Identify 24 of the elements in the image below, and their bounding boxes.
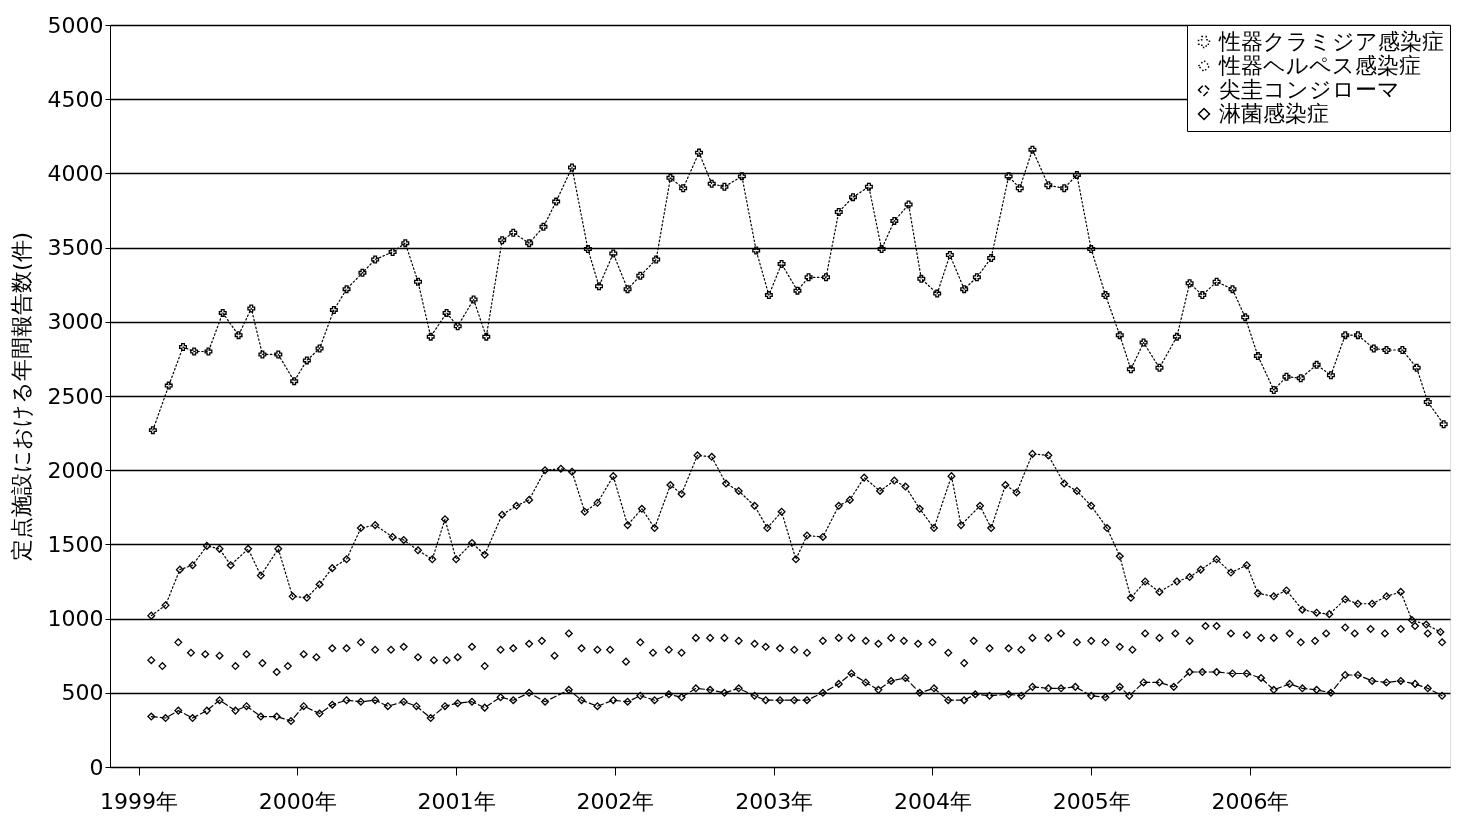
x-tick-label: 2005年 xyxy=(1052,788,1131,814)
y-tick-label: 5000 xyxy=(47,12,104,38)
x-tick-label: 1999年 xyxy=(100,788,179,814)
y-tick-label: 4000 xyxy=(47,160,104,186)
legend-label: 性器クラミジア感染症 xyxy=(1218,29,1444,54)
y-tick-label: 500 xyxy=(61,680,104,706)
y-tick-label: 2500 xyxy=(47,383,104,409)
y-tick-label: 2000 xyxy=(47,457,104,483)
y-tick-label: 0 xyxy=(89,754,104,780)
x-tick-label: 2003年 xyxy=(735,788,814,814)
y-tick-label: 1500 xyxy=(47,531,104,557)
legend-label: 性器ヘルペス感染症 xyxy=(1218,53,1421,78)
x-tick-label: 2001年 xyxy=(417,788,496,814)
legend-label: 尖圭コンジローマ xyxy=(1219,77,1400,102)
x-tick-label: 2000年 xyxy=(258,788,337,814)
y-axis-title: 定点施設における年間報告数(件) xyxy=(8,231,34,562)
y-tick-label: 4500 xyxy=(47,86,104,112)
y-tick-label: 3000 xyxy=(47,309,104,335)
x-tick-label: 2004年 xyxy=(893,788,972,814)
x-tick-label: 2006年 xyxy=(1211,788,1290,814)
y-tick-label: 1000 xyxy=(47,606,104,632)
y-tick-label: 3500 xyxy=(47,235,104,261)
x-tick-label: 2002年 xyxy=(576,788,655,814)
legend-label: 淋菌感染症 xyxy=(1219,101,1329,126)
